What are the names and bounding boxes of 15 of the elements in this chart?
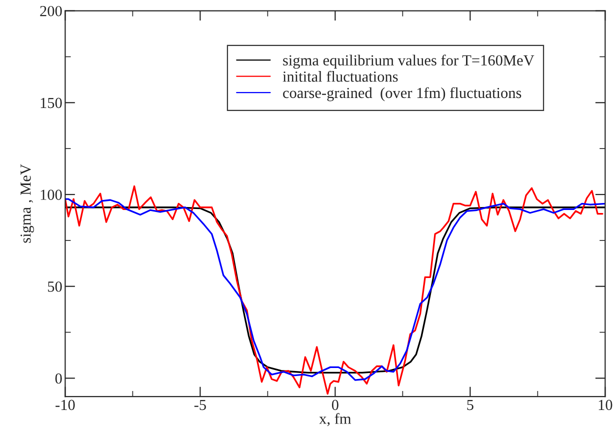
y-tick-label: 0 [55, 373, 62, 384]
x-tick-label: -5 [194, 400, 206, 410]
x-tick-label: 10 [598, 400, 612, 410]
x-axis-title: x, fm [319, 413, 352, 426]
legend-label: sigma equilibrium values for T=160MeV [283, 54, 534, 69]
legend-label: initital fluctuations [282, 70, 398, 82]
y-axis-title: sigma , MeV [20, 164, 34, 243]
y-tick-label: 100 [40, 190, 62, 200]
y-tick-label: 200 [40, 6, 62, 16]
x-tick-label: -10 [56, 400, 75, 410]
y-tick-label: 150 [40, 98, 62, 108]
y-tick-label: 50 [48, 281, 62, 292]
x-tick-label: 0 [332, 400, 338, 410]
legend-label: coarse-grained (over 1fm) fluctuations [283, 87, 522, 102]
x-tick-label: 5 [467, 400, 474, 410]
